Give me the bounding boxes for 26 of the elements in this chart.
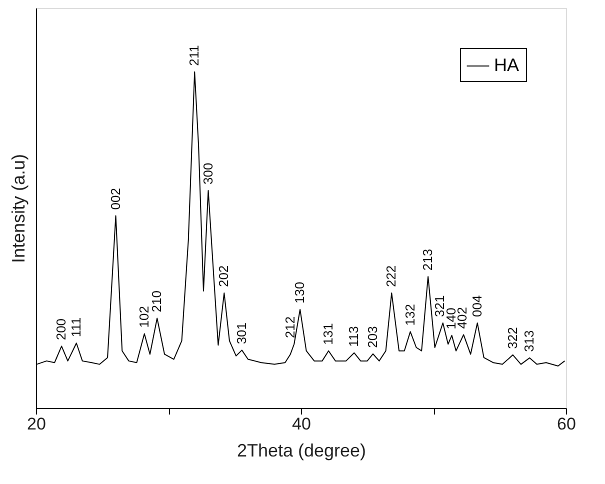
annotation: 313 [522,330,537,352]
annotation: 212 [282,316,298,338]
annotation: 213 [420,248,436,271]
annotation: 002 [108,188,123,210]
x-tick-label: 60 [557,414,576,434]
annotation: 200 [54,318,69,340]
annotation: 004 [469,295,484,317]
annotation: 132 [402,304,418,326]
x-tick-label: 40 [292,414,311,434]
annotation: 211 [186,45,202,66]
annotation: 111 [68,317,84,338]
annotation: 301 [234,322,249,344]
annotation: 210 [149,290,164,312]
annotation: 322 [504,327,520,349]
annotation: 222 [384,265,399,288]
annotation: 202 [216,265,232,288]
x-tick-label: 20 [27,414,46,434]
annotation: 102 [136,306,152,328]
annotation: 113 [346,326,362,347]
x-axis-title: 2Theta (degree) [236,440,366,460]
annotation: 130 [292,282,308,304]
annotation: 203 [364,326,380,348]
y-axis-title: Intensity (a.u) [8,154,28,264]
annotation: 300 [200,162,216,185]
annotation: 131 [320,323,336,345]
legend-label: HA [494,55,520,75]
